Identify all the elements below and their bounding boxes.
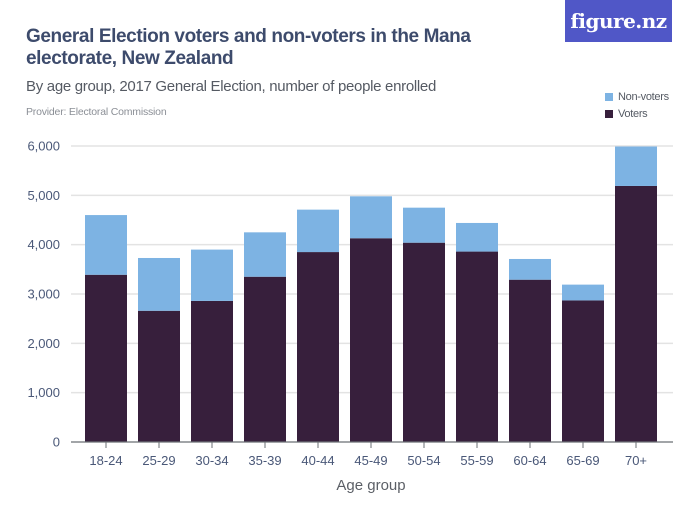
bar-voters-18-24 — [85, 274, 127, 442]
x-tick-label: 65-69 — [566, 453, 599, 468]
y-tick-label: 2,000 — [27, 336, 60, 351]
bar-voters-65-69 — [562, 300, 604, 442]
legend-swatch-voters — [605, 109, 613, 118]
y-tick-label: 3,000 — [27, 287, 60, 302]
bar-voters-55-59 — [456, 251, 498, 442]
x-tick-label: 40-44 — [301, 453, 334, 468]
bar-non-voters-55-59 — [456, 222, 498, 252]
bar-non-voters-30-34 — [191, 249, 233, 301]
x-tick-label: 18-24 — [89, 453, 122, 468]
logo-text: figure.nz — [570, 9, 667, 33]
x-tick-label: 25-29 — [142, 453, 175, 468]
x-tick-label: 70+ — [625, 453, 647, 468]
bar-non-voters-35-39 — [244, 232, 286, 277]
bar-non-voters-18-24 — [85, 215, 127, 275]
legend-swatch-non-voters — [605, 92, 613, 101]
bar-non-voters-65-69 — [562, 284, 604, 301]
bar-non-voters-60-64 — [509, 258, 551, 280]
chart-subtitle: By age group, 2017 General Election, num… — [26, 78, 437, 95]
bar-voters-60-64 — [509, 279, 551, 442]
y-tick-label: 6,000 — [27, 139, 60, 154]
y-tick-label: 1,000 — [27, 385, 60, 400]
bar-voters-45-49 — [350, 238, 392, 442]
x-tick-label: 50-54 — [407, 453, 440, 468]
bar-voters-40-44 — [297, 252, 339, 442]
bar-non-voters-50-54 — [403, 207, 445, 243]
bars — [85, 146, 657, 442]
x-tick-label: 60-64 — [513, 453, 546, 468]
bar-non-voters-25-29 — [138, 257, 180, 311]
legend-item-non-voters: Non-voters — [605, 88, 669, 105]
provider-text: Provider: Electoral Commission — [26, 106, 167, 118]
axes: 0 1,000 2,000 3,000 4,000 5,000 6,000 18-24 25-2… — [27, 139, 673, 468]
bar-voters-30-34 — [191, 300, 233, 442]
y-tick-label: 4,000 — [27, 237, 60, 252]
x-tick-label: 35-39 — [248, 453, 281, 468]
x-tick-label: 45-49 — [354, 453, 387, 468]
bar-voters-50-54 — [403, 242, 445, 442]
bar-non-voters-40-44 — [297, 209, 339, 253]
y-tick-label: 5,000 — [27, 188, 60, 203]
chart-title: General Election voters and non-voters i… — [26, 26, 471, 69]
legend-label: Non-voters — [618, 90, 669, 103]
x-axis-title: Age group — [336, 477, 405, 494]
x-tick-label: 30-34 — [195, 453, 228, 468]
figure-nz-logo[interactable]: figure.nz — [565, 0, 672, 42]
y-tick-label: 0 — [53, 435, 60, 450]
bar-non-voters-70plus — [615, 146, 657, 186]
bar-voters-35-39 — [244, 276, 286, 442]
legend: Non-voters Voters — [605, 88, 669, 122]
bar-voters-70plus — [615, 185, 657, 442]
bar-non-voters-45-49 — [350, 196, 392, 239]
x-tick-label: 55-59 — [460, 453, 493, 468]
bar-voters-25-29 — [138, 310, 180, 442]
legend-item-voters: Voters — [605, 105, 669, 122]
legend-label: Voters — [618, 107, 648, 120]
